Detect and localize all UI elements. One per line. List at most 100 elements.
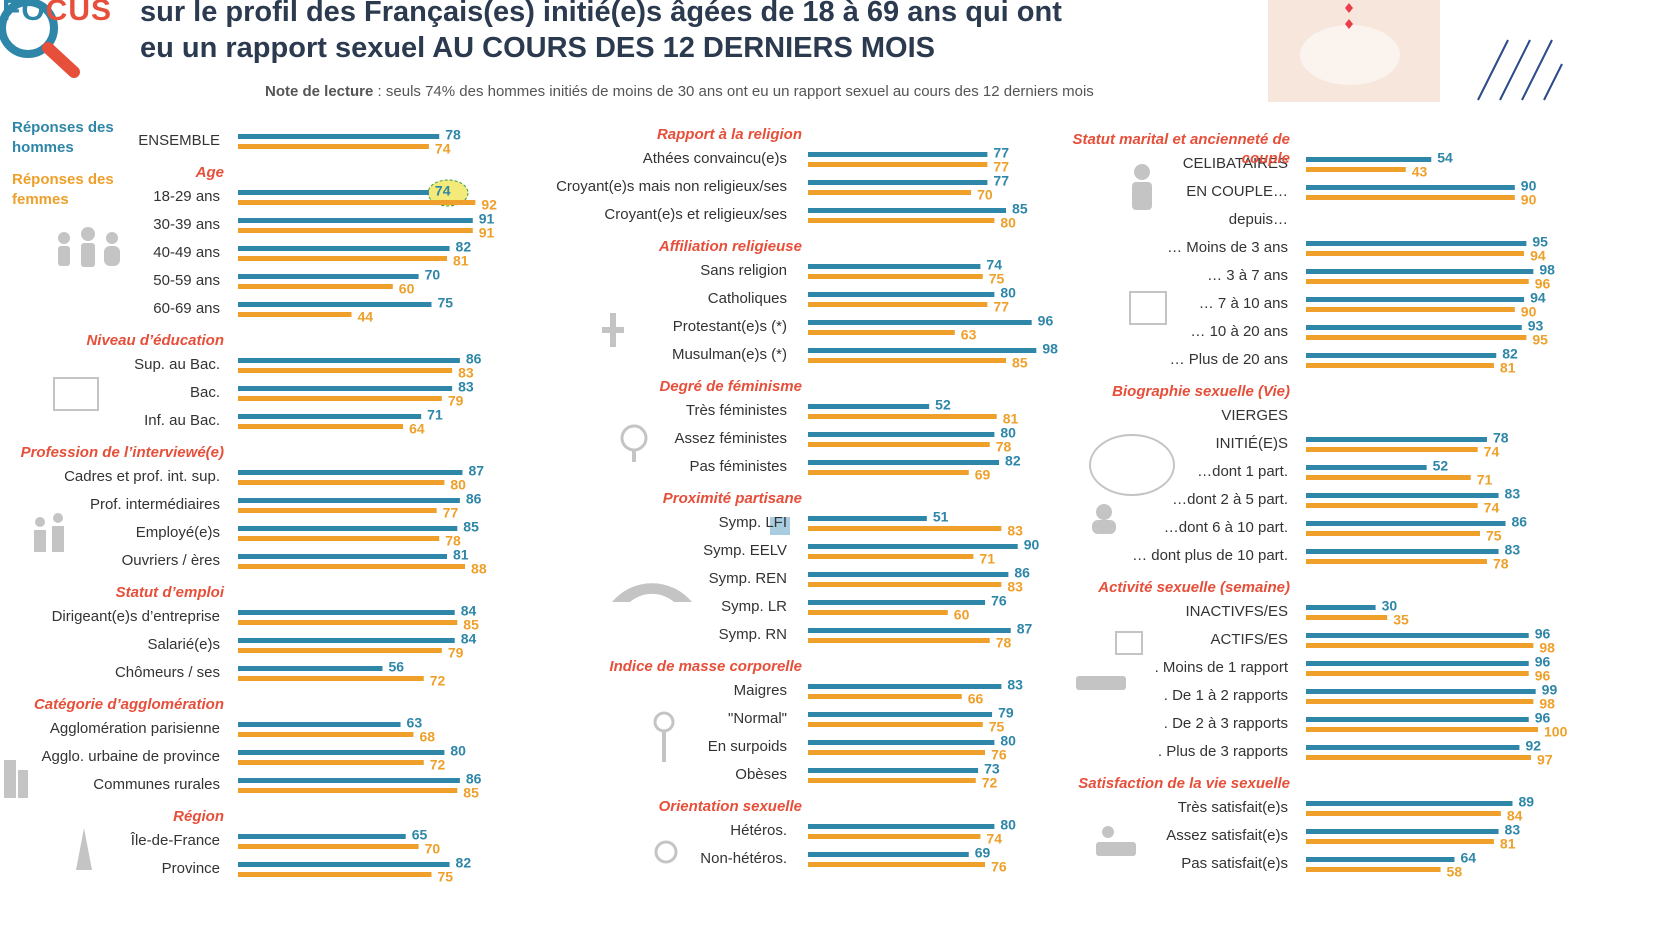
value-label: 75 xyxy=(438,295,454,311)
bar xyxy=(238,470,463,475)
bar xyxy=(808,544,1018,549)
value-label: 76 xyxy=(991,593,1007,609)
bar xyxy=(1306,185,1515,190)
value-label: 92 xyxy=(481,197,497,213)
category-label: Cadres et prof. int. sup. xyxy=(64,468,220,485)
bar xyxy=(238,396,442,401)
section-title: Orientation sexuelle xyxy=(658,798,802,815)
bar xyxy=(808,694,962,699)
value-label: 60 xyxy=(399,281,415,297)
value-label: 83 xyxy=(1007,579,1023,595)
bar xyxy=(238,648,442,653)
value-label: 77 xyxy=(993,145,1009,161)
logo-part: FO xyxy=(2,0,46,27)
hearts xyxy=(1345,3,1353,29)
section-title: Statut d’emploi xyxy=(115,584,224,601)
text-selection xyxy=(770,517,790,535)
value-label: 96 xyxy=(1038,313,1054,329)
category-label: Pas satisfait(e)s xyxy=(1181,855,1288,872)
bar xyxy=(238,218,473,223)
value-label: 83 xyxy=(1007,677,1023,693)
bar xyxy=(238,778,460,783)
bar xyxy=(808,180,988,185)
category-label: Inf. au Bac. xyxy=(144,412,220,429)
bar xyxy=(238,620,458,625)
section-title: Degré de féminisme xyxy=(659,378,802,395)
value-label: 82 xyxy=(1502,346,1518,362)
bar xyxy=(808,162,988,167)
bar xyxy=(238,844,419,849)
bar xyxy=(238,274,419,279)
value-label: 63 xyxy=(961,327,977,343)
category-label: ACTIFS/ES xyxy=(1210,631,1288,648)
category-label: En surpoids xyxy=(708,738,787,755)
bar xyxy=(808,824,995,829)
category-label: Musulman(e)s (*) xyxy=(672,346,787,363)
value-label: 64 xyxy=(1460,850,1476,866)
category-label: 60-69 ans xyxy=(153,300,220,317)
bar xyxy=(808,526,1002,531)
value-label: 85 xyxy=(463,519,479,535)
bar xyxy=(238,862,450,867)
value-label: 70 xyxy=(425,267,441,283)
value-label: 69 xyxy=(975,467,991,483)
value-label: 70 xyxy=(425,841,441,857)
note-label: Note de lecture xyxy=(265,83,374,100)
bar xyxy=(1306,241,1527,246)
value-label: 56 xyxy=(388,659,404,675)
category-label: Symp. LR xyxy=(721,598,787,615)
category-label: 40-49 ans xyxy=(153,244,220,261)
value-label: 94 xyxy=(1530,290,1546,306)
bar xyxy=(808,638,990,643)
bar xyxy=(808,778,976,783)
value-label: 97 xyxy=(1537,752,1553,768)
bar xyxy=(238,508,437,513)
category-label: Croyant(e)s mais non religieux/ses xyxy=(556,178,787,195)
value-label: 76 xyxy=(991,747,1007,763)
section-title: Niveau d’éducation xyxy=(86,332,224,349)
bar xyxy=(808,358,1007,363)
category-label: . De 1 à 2 rapports xyxy=(1164,687,1288,704)
section-title: Catégorie d’agglomération xyxy=(33,696,224,713)
category-label: Obèses xyxy=(735,766,787,783)
value-label: 75 xyxy=(989,719,1005,735)
value-label: 71 xyxy=(1477,472,1493,488)
value-label: 83 xyxy=(1505,486,1521,502)
category-label: … Plus de 20 ans xyxy=(1170,351,1288,368)
illustration-bed xyxy=(1300,25,1400,85)
value-label: 65 xyxy=(412,827,428,843)
bar xyxy=(1306,167,1406,172)
value-label: 87 xyxy=(468,463,484,479)
category-label: Hétéros. xyxy=(730,822,787,839)
bar xyxy=(808,582,1002,587)
bar xyxy=(808,218,995,223)
bar xyxy=(808,208,1007,213)
value-label: 85 xyxy=(463,785,479,801)
bar xyxy=(1306,811,1501,816)
bar xyxy=(808,264,981,269)
bar xyxy=(1306,521,1506,526)
bar xyxy=(808,190,972,195)
category-label: depuis… xyxy=(1229,211,1288,228)
category-label: … 10 à 20 ans xyxy=(1190,323,1288,340)
bar xyxy=(238,134,440,139)
category-label: … 7 à 10 ans xyxy=(1199,295,1288,312)
bar xyxy=(238,284,393,289)
bar xyxy=(238,414,422,419)
value-label: 80 xyxy=(1000,817,1016,833)
value-label: 99 xyxy=(1542,682,1558,698)
value-label: 43 xyxy=(1412,164,1428,180)
value-label: 96 xyxy=(1535,654,1551,670)
bar xyxy=(1306,839,1494,844)
value-label: 83 xyxy=(458,365,474,381)
value-label: 76 xyxy=(991,859,1007,875)
logo-part: CUS xyxy=(45,0,113,27)
value-label: 96 xyxy=(1535,710,1551,726)
value-label: 68 xyxy=(419,729,435,745)
value-label: 96 xyxy=(1535,626,1551,642)
value-label: 77 xyxy=(993,159,1009,175)
bar xyxy=(1306,279,1529,284)
bar xyxy=(1306,251,1525,256)
value-label: 69 xyxy=(975,845,991,861)
bar xyxy=(808,516,927,521)
